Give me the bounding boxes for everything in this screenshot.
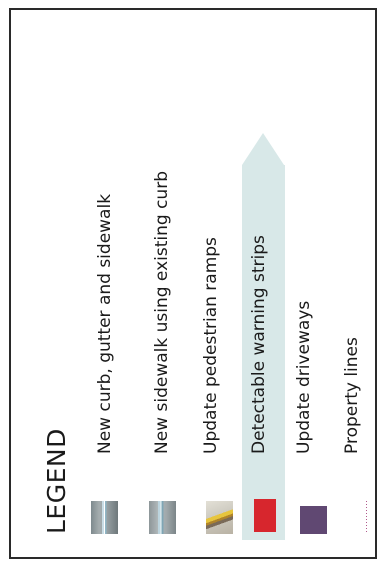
warning-strip-swatch-icon (254, 499, 276, 532)
legend-item-pedestrian-ramps: Update pedestrian ramps (201, 237, 221, 454)
legend-item-detectable-warning-strips: Detectable warning strips (249, 235, 269, 454)
sidewalk-existing-curb-swatch-icon (149, 501, 176, 534)
highlight-arrow-icon (242, 133, 284, 165)
property-line-swatch-icon (366, 501, 367, 534)
legend-title: LEGEND (42, 428, 71, 534)
highlight-band (242, 165, 285, 540)
legend-item-update-driveways: Update driveways (294, 300, 314, 454)
curb-gutter-sidewalk-swatch-icon (91, 501, 118, 534)
legend-item-sidewalk-existing-curb: New sidewalk using existing curb (152, 171, 172, 454)
legend-item-property-lines: Property lines (342, 337, 362, 454)
legend-panel: LEGEND New curb, gutter and sidewalk New… (9, 8, 377, 559)
legend-item-curb-gutter-sidewalk: New curb, gutter and sidewalk (95, 193, 115, 454)
driveway-swatch-icon (300, 506, 327, 534)
pedestrian-ramp-swatch-icon (206, 501, 233, 534)
